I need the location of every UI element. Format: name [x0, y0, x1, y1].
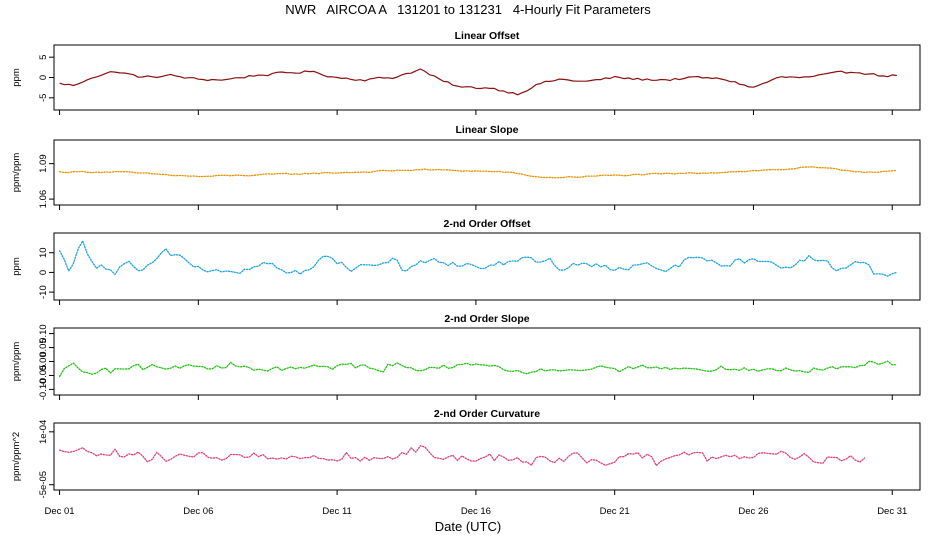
panel-2: Linear Slope 1.06 1.09 ppm/ppm	[11, 124, 921, 210]
series-line	[58, 360, 898, 378]
y-tick-label: 0	[38, 270, 49, 275]
series-line	[58, 240, 898, 277]
y-tick-label: -0.05	[38, 365, 49, 387]
panel-1: Linear Offset -5 0 5 ppm	[11, 30, 921, 115]
y-tick-label: -0.10	[38, 379, 49, 401]
y-axis-label: ppm/ppm^2	[11, 432, 22, 481]
panel-title: 2-nd Order Offset	[444, 218, 531, 230]
x-tick-label: Dec 06	[183, 506, 213, 517]
y-tick-label: -5e-05	[38, 471, 49, 498]
series-line	[58, 166, 898, 179]
panel-5: 2-nd Order Curvature -5e-05 1e-04 ppm/ppm^2…	[11, 408, 921, 517]
y-tick-label: 0.05	[38, 338, 49, 357]
y-tick-label: 5	[38, 55, 49, 60]
y-tick-label: 1.06	[38, 190, 49, 209]
panel-frame	[53, 327, 921, 396]
y-axis-label: ppm/ppm	[11, 153, 22, 193]
y-tick-label: 1.09	[38, 154, 49, 173]
y-axis-label: ppm	[11, 257, 22, 276]
x-tick-label: Dec 01	[44, 506, 74, 517]
y-tick-label: 0.00	[38, 352, 49, 371]
x-tick-label: Dec 16	[461, 506, 491, 517]
x-tick-label: Dec 31	[877, 506, 907, 517]
y-tick-label: -5	[38, 94, 49, 102]
panel-title: 2-nd Order Curvature	[434, 408, 540, 420]
panel-title: 2-nd Order Slope	[444, 313, 529, 325]
x-axis-title: Date (UTC)	[434, 519, 502, 534]
panel-frame	[53, 232, 921, 301]
series-line	[58, 445, 866, 467]
panel-title: Linear Offset	[455, 30, 520, 42]
y-axis-label: ppm	[11, 68, 22, 87]
y-tick-label: -10	[38, 285, 49, 299]
x-tick-label: Dec 11	[322, 506, 351, 517]
panel-3: 2-nd Order Offset -10 0 10 ppm	[11, 218, 921, 305]
chart-main-title: NWR AIRCOA A 131201 to 131231 4-Hourly F…	[285, 2, 651, 17]
y-tick-label: 10	[38, 247, 49, 258]
x-tick-label: Dec 26	[738, 506, 768, 517]
panel-frame	[53, 139, 921, 206]
panel-4: 2-nd Order Slope -0.10-0.050.000.050.10 pp…	[11, 313, 921, 401]
y-tick-label: 0	[38, 75, 49, 80]
series-line	[59, 68, 897, 96]
y-tick-label: 0.10	[38, 324, 49, 343]
panel-frame	[53, 422, 921, 491]
y-tick-label: 1e-04	[38, 420, 49, 444]
x-tick-label: Dec 21	[600, 506, 630, 517]
y-axis-label: ppm/ppm	[11, 342, 22, 382]
panel-title: Linear Slope	[455, 124, 518, 136]
